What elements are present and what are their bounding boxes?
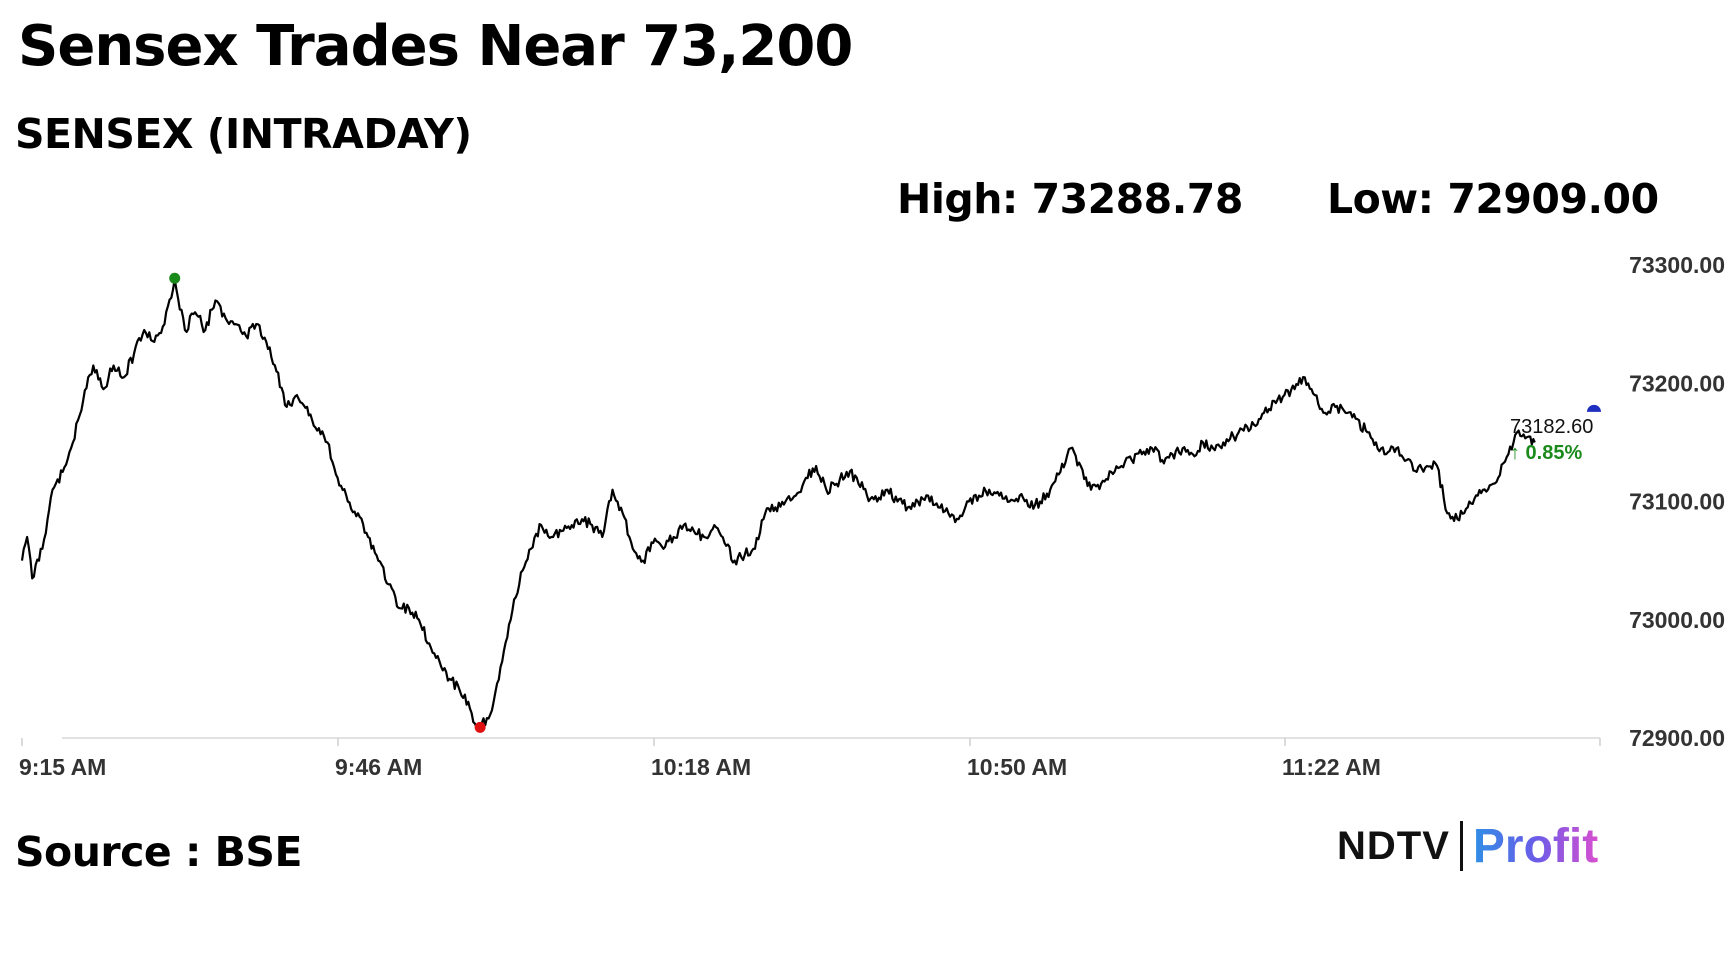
y-tick-label: 73100.00 [1629,489,1725,515]
x-tick-label: 10:18 AM [651,754,751,780]
day-high-label: High: 73288.78 [897,175,1243,223]
marker-layer: 73182.60 ↑ 0.85% [169,272,1601,733]
y-tick-label: 73300.00 [1629,252,1725,278]
x-tick-label: 9:46 AM [335,754,422,780]
chart-headline: Sensex Trades Near 73,200 [18,14,853,79]
axis-layer: 9:15 AM 9:46 AM 10:18 AM 10:50 AM 11:22 AM 72… [19,252,1725,780]
logo-profit-text: Profit [1472,819,1599,873]
sensex-price-line [20,278,1536,729]
x-tick-label: 9:15 AM [19,754,106,780]
y-tick-label: 73200.00 [1629,370,1725,396]
y-tick-label: 72900.00 [1629,725,1725,751]
source-note: Source : BSE [15,828,302,876]
series-layer [20,278,1536,729]
last-price-marker [1587,404,1601,412]
day-high-marker [169,272,181,284]
day-low-marker [474,721,486,733]
last-price-change: ↑ 0.85% [1510,442,1582,464]
x-tick-label: 10:50 AM [967,754,1067,780]
intraday-line-chart: 9:15 AM 9:46 AM 10:18 AM 10:50 AM 11:22 AM 72… [19,252,1725,780]
chart-title: SENSEX (INTRADAY) [15,110,472,158]
logo-divider [1459,821,1463,871]
last-price-value: 73182.60 [1510,416,1593,438]
ndtv-profit-logo: NDTV Profit [1337,818,1598,874]
y-tick-label: 73000.00 [1629,607,1725,633]
x-tick-label: 11:22 AM [1282,754,1381,780]
day-low-label: Low: 72909.00 [1327,175,1659,223]
logo-ndtv-text: NDTV [1337,823,1450,868]
